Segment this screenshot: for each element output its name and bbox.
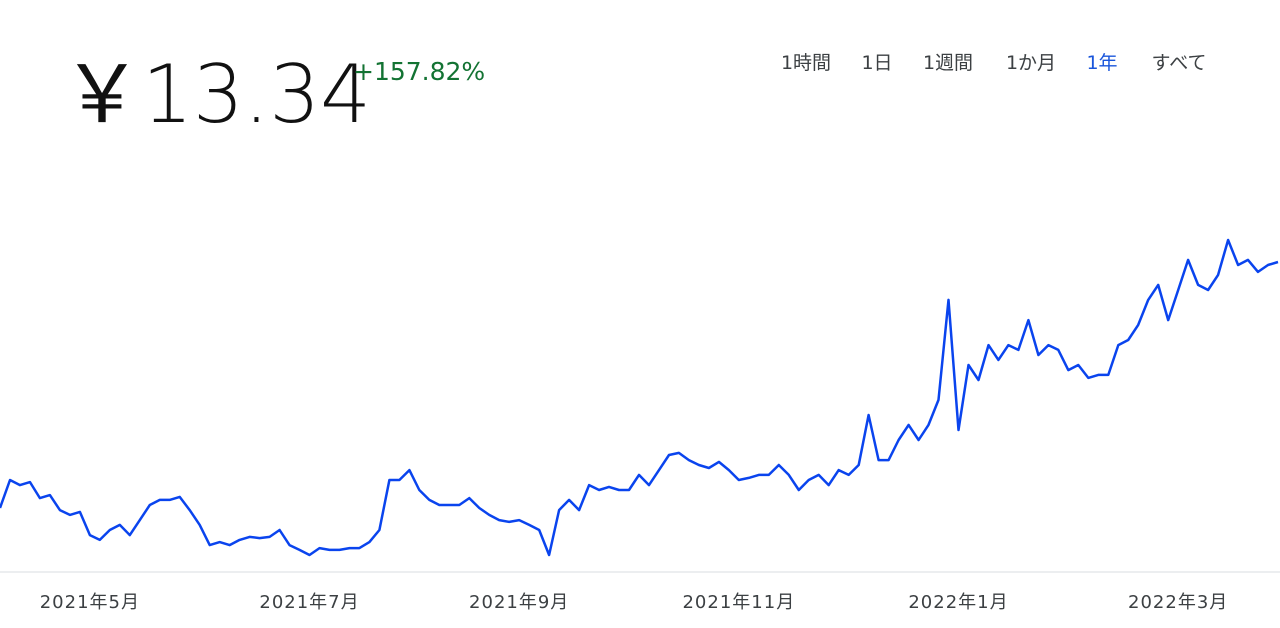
x-tick-label: 2022年1月	[908, 592, 1008, 613]
range-button[interactable]: 1か月	[1006, 52, 1056, 74]
x-tick-label: 2021年5月	[40, 592, 140, 613]
range-button[interactable]: 1日	[861, 52, 892, 74]
x-tick-label: 2022年3月	[1128, 592, 1228, 613]
x-tick-label: 2021年7月	[259, 592, 359, 613]
range-button[interactable]: 1週間	[923, 52, 973, 74]
price: ￥13.34	[62, 48, 371, 141]
range-button[interactable]: 1時間	[781, 52, 831, 74]
range-button[interactable]: すべて	[1152, 52, 1207, 74]
change: +157.82%	[353, 57, 485, 86]
x-tick-label: 2021年9月	[469, 592, 569, 613]
price-line	[0, 238, 1279, 557]
x-tick-label: 2021年11月	[682, 592, 795, 613]
range-button[interactable]: 1年	[1086, 52, 1117, 74]
